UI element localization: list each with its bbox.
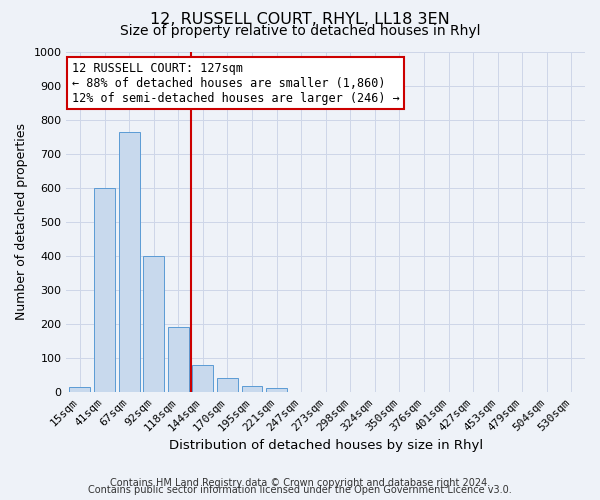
Bar (168, 328, 188, 392)
Bar (70, 387, 91, 392)
Bar (143, 256, 164, 392)
Bar (193, 366, 213, 392)
Text: Size of property relative to detached houses in Rhyl: Size of property relative to detached ho… (120, 24, 480, 38)
Bar (217, 378, 238, 392)
Bar (266, 388, 287, 392)
Text: 12, RUSSELL COURT, RHYL, LL18 3EN: 12, RUSSELL COURT, RHYL, LL18 3EN (150, 12, 450, 26)
Text: 12 RUSSELL COURT: 127sqm
← 88% of detached houses are smaller (1,860)
12% of sem: 12 RUSSELL COURT: 127sqm ← 88% of detach… (71, 62, 400, 104)
Text: Contains HM Land Registry data © Crown copyright and database right 2024.: Contains HM Land Registry data © Crown c… (110, 478, 490, 488)
Bar (242, 386, 262, 392)
Text: Contains public sector information licensed under the Open Government Licence v3: Contains public sector information licen… (88, 485, 512, 495)
Bar (119, 132, 140, 392)
Bar (94, 188, 115, 392)
X-axis label: Distribution of detached houses by size in Rhyl: Distribution of detached houses by size … (169, 440, 483, 452)
Y-axis label: Number of detached properties: Number of detached properties (15, 123, 28, 320)
